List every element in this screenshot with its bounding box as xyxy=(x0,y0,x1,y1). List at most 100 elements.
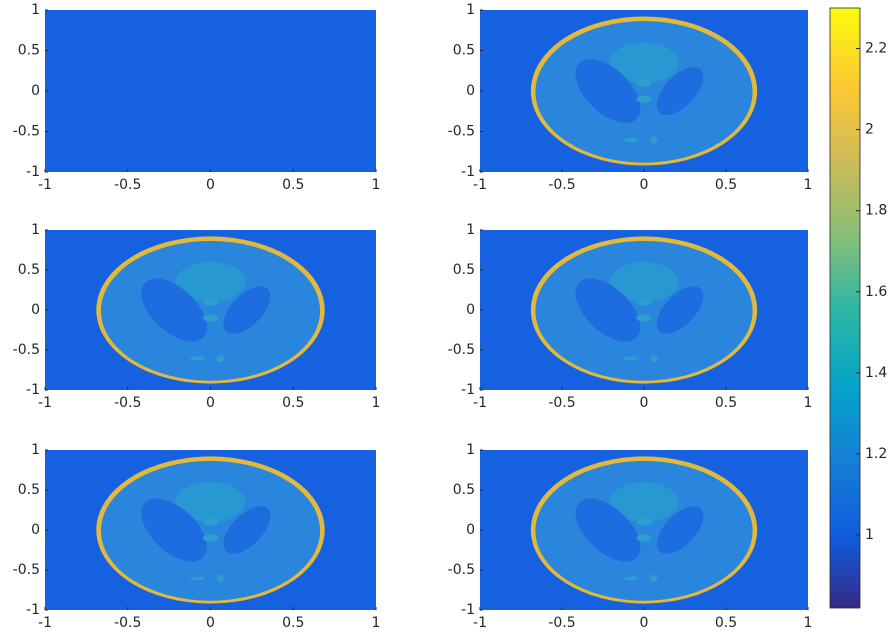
image-panel xyxy=(45,450,376,610)
y-tick-label: 1 xyxy=(31,222,40,238)
y-tick-label: -0.5 xyxy=(448,562,475,578)
body xyxy=(101,461,320,601)
y-tick-label: -1 xyxy=(26,382,40,398)
colorbar-tick-label: 2.2 xyxy=(865,41,887,57)
dot xyxy=(203,314,218,321)
y-tick-label: -1 xyxy=(461,602,475,618)
phantom xyxy=(96,456,324,603)
colorbar-tick-label: 1 xyxy=(865,527,874,543)
x-tick-label: 0.5 xyxy=(282,615,304,631)
dot xyxy=(636,79,651,86)
x-tick-label: 0 xyxy=(206,177,215,193)
y-tick-label: -0.5 xyxy=(448,342,475,358)
x-tick-label: -1 xyxy=(38,395,52,411)
y-tick-label: 0.5 xyxy=(453,482,475,498)
y-tick-label: 1 xyxy=(466,222,475,238)
colorbar-tick-label: 1.8 xyxy=(865,203,887,219)
y-tick-label: -1 xyxy=(26,164,40,180)
dot xyxy=(636,298,651,305)
y-tick-label: -1 xyxy=(461,382,475,398)
x-tick-label: -0.5 xyxy=(114,395,141,411)
x-tick-label: 0.5 xyxy=(715,615,737,631)
x-tick-label: 0 xyxy=(640,395,649,411)
x-tick-label: -1 xyxy=(38,615,52,631)
x-tick-label: 1 xyxy=(804,177,813,193)
x-tick-label: 1 xyxy=(372,177,381,193)
y-tick-label: 0.5 xyxy=(18,482,40,498)
body xyxy=(535,21,752,163)
dot xyxy=(636,95,651,102)
x-tick-label: -1 xyxy=(38,177,52,193)
phantom xyxy=(96,236,324,383)
y-tick-label: 0 xyxy=(466,522,475,538)
dot xyxy=(636,314,651,321)
x-tick-label: 0.5 xyxy=(715,395,737,411)
y-tick-label: 0 xyxy=(31,83,40,99)
y-tick-label: 1 xyxy=(466,2,475,18)
dot xyxy=(190,577,205,581)
y-tick-label: 0 xyxy=(466,302,475,318)
x-tick-label: 0.5 xyxy=(715,177,737,193)
dot xyxy=(623,138,638,142)
y-tick-label: 0.5 xyxy=(453,262,475,278)
dot xyxy=(203,298,218,305)
y-tick-label: -0.5 xyxy=(13,124,40,140)
phantom xyxy=(531,236,757,383)
image-panel xyxy=(480,230,808,390)
x-tick-label: 0 xyxy=(206,615,215,631)
colorbar-tick-label: 1.2 xyxy=(865,446,887,462)
dot xyxy=(217,355,225,362)
x-tick-label: -0.5 xyxy=(548,615,575,631)
x-tick-label: 0.5 xyxy=(282,177,304,193)
dot xyxy=(623,357,638,361)
x-tick-label: 1 xyxy=(804,615,813,631)
x-tick-label: 1 xyxy=(372,615,381,631)
x-tick-label: -0.5 xyxy=(548,395,575,411)
dot xyxy=(650,136,658,143)
colorbar-tick-label: 1.4 xyxy=(865,365,887,381)
image-background xyxy=(45,10,376,172)
x-tick-label: 1 xyxy=(372,395,381,411)
dot xyxy=(636,518,651,525)
x-tick-label: 0 xyxy=(206,395,215,411)
x-tick-label: 0 xyxy=(640,177,649,193)
dot xyxy=(650,355,658,362)
image-panel xyxy=(45,230,376,390)
body xyxy=(101,241,320,381)
y-tick-label: 0.5 xyxy=(18,43,40,59)
y-tick-label: 0 xyxy=(31,302,40,318)
colorbar xyxy=(830,8,860,608)
y-tick-label: -0.5 xyxy=(13,342,40,358)
x-tick-label: -0.5 xyxy=(548,177,575,193)
image-panel xyxy=(480,450,808,610)
dot xyxy=(190,357,205,361)
dot xyxy=(650,575,658,582)
y-tick-label: 1 xyxy=(466,442,475,458)
phantom xyxy=(531,16,757,165)
x-tick-label: -0.5 xyxy=(114,615,141,631)
y-tick-label: 0.5 xyxy=(453,43,475,59)
y-tick-label: 0 xyxy=(31,522,40,538)
dot xyxy=(636,534,651,541)
x-tick-label: -1 xyxy=(473,615,487,631)
colorbar-tick-label: 2 xyxy=(865,122,874,138)
y-tick-label: -1 xyxy=(26,602,40,618)
y-tick-label: 0 xyxy=(466,83,475,99)
dot xyxy=(217,575,225,582)
x-tick-label: -0.5 xyxy=(114,177,141,193)
figure: -1 -0.5 0 0.5 1 -1 -0.5 0 0.5 1 -1 -0.5 0 0.5 1 -1 -0.5 0… xyxy=(0,0,893,641)
y-tick-label: 1 xyxy=(31,2,40,18)
y-tick-label: -0.5 xyxy=(448,124,475,140)
dot xyxy=(203,518,218,525)
y-tick-label: -0.5 xyxy=(13,562,40,578)
x-tick-label: 0 xyxy=(640,615,649,631)
y-tick-label: -1 xyxy=(461,164,475,180)
body xyxy=(535,461,752,601)
dot xyxy=(623,577,638,581)
dot xyxy=(203,534,218,541)
x-tick-label: 1 xyxy=(804,395,813,411)
y-tick-label: 0.5 xyxy=(18,262,40,278)
image-panel xyxy=(480,10,808,172)
x-tick-label: -1 xyxy=(473,395,487,411)
x-tick-label: -1 xyxy=(473,177,487,193)
